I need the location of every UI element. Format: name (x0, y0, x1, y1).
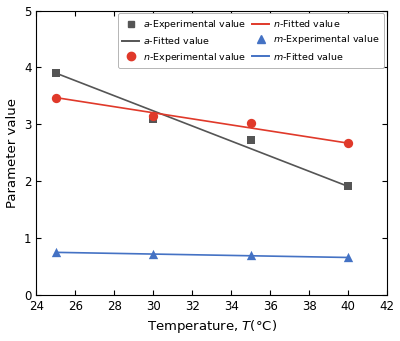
Point (53, 250, 59, 255)
Y-axis label: Parameter value: Parameter value (6, 98, 18, 208)
Point (53, 95, 59, 100)
Point (150, 116, 156, 121)
Point (53, 70, 59, 76)
Point (345, 255, 351, 260)
Point (248, 120, 254, 125)
Point (248, 137, 254, 143)
Point (150, 251, 156, 257)
X-axis label: Temperature, $T$(°C): Temperature, $T$(°C) (147, 318, 277, 336)
Point (248, 252, 254, 258)
Point (345, 140, 351, 146)
Legend: $a$-Experimental value, $a$-Fitted value, $n$-Experimental value, $n$-Fitted val: $a$-Experimental value, $a$-Fitted value… (118, 13, 384, 68)
Point (150, 113, 156, 119)
Point (345, 184, 351, 189)
